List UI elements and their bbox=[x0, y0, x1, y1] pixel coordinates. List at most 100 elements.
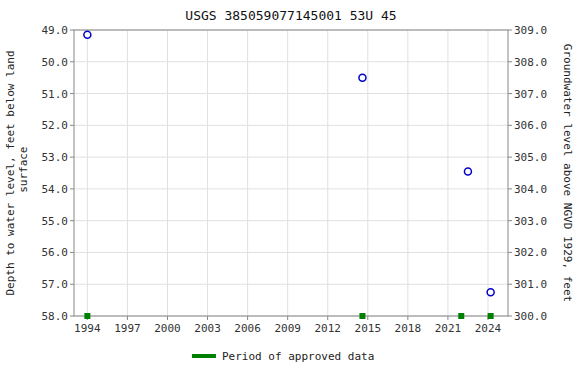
grid-line-y bbox=[74, 220, 508, 221]
y2-tick bbox=[508, 61, 512, 62]
y-tick-label: 53.0 bbox=[42, 151, 69, 164]
x-tick-label: 2000 bbox=[154, 322, 181, 335]
y-tick-label: 57.0 bbox=[42, 278, 69, 291]
x-tick-label: 2012 bbox=[314, 322, 341, 335]
grid-line-x bbox=[167, 30, 168, 316]
y-axis-label-line: surface bbox=[17, 147, 30, 200]
y2-tick bbox=[508, 157, 512, 158]
x-tick-label: 1997 bbox=[114, 322, 141, 335]
x-tick-label: 2018 bbox=[395, 322, 422, 335]
x-tick bbox=[327, 316, 328, 320]
grid-line-y bbox=[74, 284, 508, 285]
grid-line-x bbox=[447, 30, 448, 316]
period-mark bbox=[359, 313, 365, 319]
y-tick-label: 55.0 bbox=[42, 215, 69, 228]
y2-tick bbox=[508, 188, 512, 189]
grid-line-y bbox=[74, 157, 508, 158]
data-point bbox=[84, 31, 91, 38]
series bbox=[84, 313, 493, 319]
y2-tick bbox=[508, 220, 512, 221]
y2-tick bbox=[508, 316, 512, 317]
y-tick bbox=[70, 316, 74, 317]
grid-line-x bbox=[327, 30, 328, 316]
grid-line-y bbox=[74, 252, 508, 253]
legend: Period of approved data bbox=[192, 350, 374, 363]
legend-swatch bbox=[192, 354, 216, 358]
y-tick bbox=[70, 284, 74, 285]
period-mark bbox=[488, 313, 494, 319]
grid-line-x bbox=[367, 30, 368, 316]
y2-tick-label: 308.0 bbox=[514, 56, 547, 69]
y2-tick-label: 306.0 bbox=[514, 119, 547, 132]
x-tick bbox=[167, 316, 168, 320]
legend-label: Period of approved data bbox=[222, 350, 374, 363]
y2-tick-label: 303.0 bbox=[514, 215, 547, 228]
x-tick-label: 2006 bbox=[234, 322, 261, 335]
y2-tick-label: 301.0 bbox=[514, 278, 547, 291]
y2-tick-label: 305.0 bbox=[514, 151, 547, 164]
x-tick bbox=[247, 316, 248, 320]
y-tick bbox=[70, 157, 74, 158]
x-tick-label: 2015 bbox=[355, 322, 382, 335]
y2-tick bbox=[508, 125, 512, 126]
data-point bbox=[359, 74, 366, 81]
chart: 1994 1997 2000 2003 2006 2009 2012 2015 2018 2021… bbox=[0, 0, 576, 384]
y-tick bbox=[70, 93, 74, 94]
grid-line-y bbox=[74, 125, 508, 126]
y-axis-label: Depth to water level, feet below land su… bbox=[4, 50, 30, 295]
y-tick bbox=[70, 61, 74, 62]
y2-tick-label: 309.0 bbox=[514, 24, 547, 37]
y2-tick-label: 307.0 bbox=[514, 88, 547, 101]
y-tick bbox=[70, 125, 74, 126]
y2-tick bbox=[508, 93, 512, 94]
data-point bbox=[464, 168, 471, 175]
x-tick-label: 2024 bbox=[475, 322, 502, 335]
x-tick bbox=[367, 316, 368, 320]
x-tick-label: 2021 bbox=[435, 322, 462, 335]
y-tick-label: 52.0 bbox=[42, 119, 69, 132]
title: USGS 385059077145001 53U 45 bbox=[185, 8, 396, 23]
period-mark bbox=[458, 313, 464, 319]
axes: 1994 1997 2000 2003 2006 2009 2012 2015 2018 2021… bbox=[42, 24, 548, 335]
grid bbox=[74, 30, 508, 316]
x-tick-label: 2009 bbox=[274, 322, 301, 335]
grid-line-x bbox=[127, 30, 128, 316]
grid-line-x bbox=[407, 30, 408, 316]
x-tick bbox=[287, 316, 288, 320]
grid-line-x bbox=[287, 30, 288, 316]
data-point bbox=[487, 289, 494, 296]
y2-tick-label: 302.0 bbox=[514, 246, 547, 259]
grid-line-x bbox=[487, 30, 488, 316]
y-tick bbox=[70, 252, 74, 253]
plot-frame bbox=[74, 30, 508, 316]
y-tick-label: 50.0 bbox=[42, 56, 69, 69]
x-tick-label: 2003 bbox=[194, 322, 221, 335]
y-tick-label: 51.0 bbox=[42, 88, 69, 101]
period-mark bbox=[84, 313, 90, 319]
marks bbox=[84, 31, 494, 319]
y2-tick bbox=[508, 252, 512, 253]
y-tick-label: 49.0 bbox=[42, 24, 69, 37]
background bbox=[0, 0, 576, 384]
y-tick bbox=[70, 30, 74, 31]
x-tick bbox=[127, 316, 128, 320]
grid-line-y bbox=[74, 188, 508, 189]
y2-tick bbox=[508, 30, 512, 31]
y-tick-label: 58.0 bbox=[42, 310, 69, 323]
y-tick-label: 54.0 bbox=[42, 183, 69, 196]
grid-line-y bbox=[74, 93, 508, 94]
x-tick-label: 1994 bbox=[74, 322, 101, 335]
x-tick bbox=[407, 316, 408, 320]
y-tick bbox=[70, 220, 74, 221]
y2-axis-label: Groundwater level above NGVD 1929, feet bbox=[561, 44, 574, 302]
y2-tick bbox=[508, 284, 512, 285]
grid-line-y bbox=[74, 61, 508, 62]
x-tick bbox=[207, 316, 208, 320]
grid-line-x bbox=[247, 30, 248, 316]
y2-tick-label: 300.0 bbox=[514, 310, 547, 323]
y-tick bbox=[70, 188, 74, 189]
y-axis-label-line: Depth to water level, feet below land bbox=[4, 50, 17, 295]
y-tick-label: 56.0 bbox=[42, 246, 69, 259]
grid-line-x bbox=[87, 30, 88, 316]
x-tick bbox=[447, 316, 448, 320]
